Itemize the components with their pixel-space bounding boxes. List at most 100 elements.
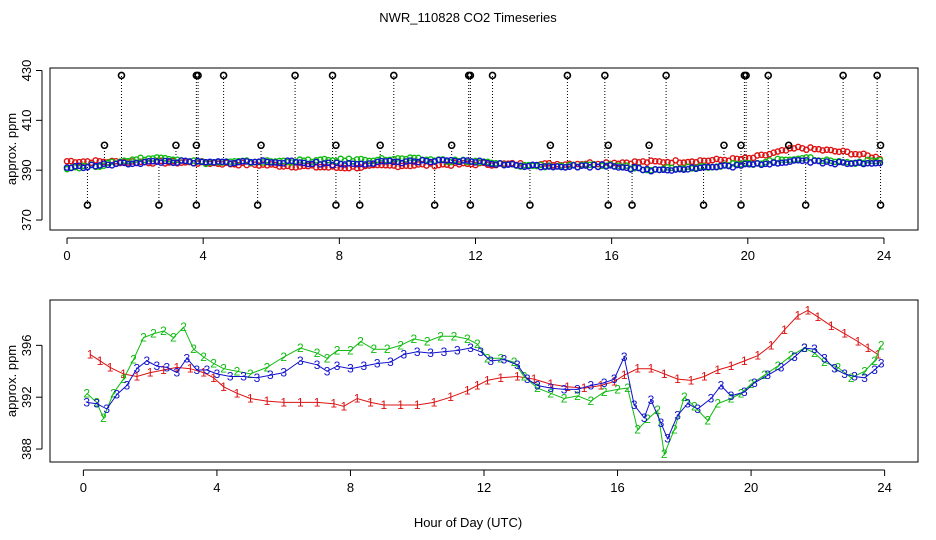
series-point-1: 1 [754,349,761,363]
series-top-point [823,146,831,154]
series-point-2: 2 [601,385,608,399]
series-top-point [774,155,782,163]
series-point-3: 3 [113,388,120,402]
series-top-point [227,160,234,167]
series-top-point [553,163,561,170]
x-tick-label: 8 [336,248,343,263]
flagged-point-high [291,71,299,80]
x-tick-label: 4 [200,248,207,263]
series-top-point [116,159,124,166]
series-top-point [843,160,851,168]
series-top-point [75,158,83,166]
series-point-1: 1 [187,362,194,376]
series-point-2: 2 [547,386,554,400]
series-point-3: 3 [93,397,100,411]
series-point-2: 2 [347,344,354,358]
series-top-point [263,158,271,166]
series-top-point [749,160,757,168]
series-point-1: 1 [210,371,217,385]
series-point-3: 3 [153,359,160,373]
series-point-2: 2 [681,390,688,404]
series-top-point [345,159,353,167]
series-top-point [504,161,512,168]
series-point-2: 2 [437,329,444,343]
series-top-point [333,159,340,167]
x-tick-label: 4 [213,480,220,495]
series-point-3: 3 [648,393,655,407]
series-top-point [676,165,684,173]
series-top-point [835,148,843,156]
chart-title: NWR_110828 CO2 Timeseries [379,10,557,25]
series-point-3: 3 [751,376,758,390]
flagged-point-mid [737,141,745,150]
series-point-2: 2 [511,355,518,369]
series-top-point [557,163,565,171]
series-top-point [153,154,161,161]
series-top-point [521,163,528,171]
series-point-2: 2 [835,360,842,374]
series-top-point [819,157,826,165]
series-point-3: 3 [174,366,181,380]
series-top-point [357,160,365,168]
series-top-point [321,160,328,167]
series-top-point [80,158,87,165]
series-top-point [508,160,516,168]
flagged-point-mid [447,141,456,150]
series-point-3: 3 [143,354,150,368]
series-point-3: 3 [401,347,408,361]
series-top-point [178,157,185,164]
series-point-1: 1 [828,319,835,333]
series-top-point [876,159,884,167]
series-point-2: 2 [728,391,735,405]
series-point-2: 2 [714,397,721,411]
series-point-3: 3 [574,382,581,396]
series-top-point [692,165,700,173]
x-tick-label: 12 [477,480,491,495]
series-point-2: 2 [370,342,377,356]
flagged-point-high [764,71,773,80]
series-top-point [190,157,197,164]
flagged-point-mid [720,141,728,150]
series-point-1: 1 [701,369,708,383]
flagged-point-low [466,201,475,209]
series-top-point [660,166,667,174]
series-top-point [464,157,471,164]
plot-frame-top [49,67,919,231]
series-point-3: 3 [194,363,201,377]
flagged-point-low [699,201,708,209]
series-top-point [235,158,242,166]
series-top-point [819,147,826,154]
x-tick-label: 20 [744,480,758,495]
series-top-point [402,158,410,165]
series-top-point [606,161,614,169]
y-tick-label: 410 [19,109,34,131]
series-point-2: 2 [150,327,157,341]
series-top-point [492,161,500,168]
series-point-2: 2 [761,368,768,382]
series-point-3: 3 [524,372,531,386]
series-point-3: 3 [387,355,394,369]
series-point-2: 2 [234,364,241,378]
series-top-point [741,160,749,168]
series-point-2: 2 [671,423,678,437]
series-point-2: 2 [200,350,207,364]
series-point-3: 3 [314,358,321,372]
series-point-2: 2 [180,320,187,334]
y-axis-label-bottom: approx. ppm [4,345,19,417]
series-point-2: 2 [587,394,594,408]
flagged-point-mid [192,141,201,150]
series-top-point [353,164,361,172]
flagged-point-mid [332,141,340,150]
series-top-point [790,157,798,164]
series-point-1: 1 [547,377,554,391]
series-point-2: 2 [774,359,781,373]
flagged-point-low [430,201,439,209]
series-top-point [390,158,398,166]
series-point-1: 1 [621,368,628,382]
series-point-2: 2 [574,389,581,403]
series-point-1: 1 [330,397,337,411]
series-point-3: 3 [427,346,434,360]
series-top-point [361,161,369,168]
series-point-3: 3 [741,385,748,399]
series-point-1: 1 [314,395,321,409]
